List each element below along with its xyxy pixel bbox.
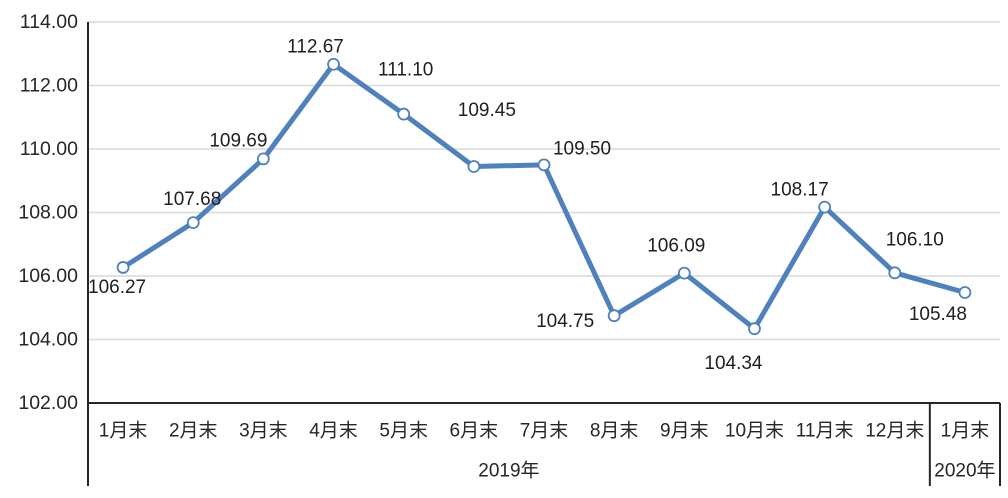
category-label: 8月末 <box>590 420 639 442</box>
data-point-label: 106.10 <box>886 229 944 250</box>
year-group-label: 2020年 <box>934 460 995 482</box>
y-tick-label: 114.00 <box>20 11 78 33</box>
category-label: 3月末 <box>239 420 288 442</box>
data-point-marker <box>256 152 270 166</box>
data-point-label: 106.09 <box>647 236 705 257</box>
category-label: 9月末 <box>660 420 709 442</box>
data-point-label: 106.27 <box>88 277 146 298</box>
category-label: 2月末 <box>169 420 218 442</box>
category-label: 6月末 <box>450 420 499 442</box>
data-point-label: 109.69 <box>209 130 267 151</box>
data-point-marker <box>537 158 551 172</box>
category-label: 1月末 <box>941 420 990 442</box>
data-point-marker <box>607 309 621 323</box>
y-tick-label: 112.00 <box>20 75 78 97</box>
data-point-label: 112.67 <box>287 37 344 58</box>
category-label: 12月末 <box>865 420 924 442</box>
data-point-label: 104.75 <box>536 311 594 332</box>
data-point-marker <box>397 107 411 121</box>
category-label: 5月末 <box>379 420 428 442</box>
category-label: 10月末 <box>725 420 784 442</box>
category-label: 11月末 <box>796 420 854 442</box>
data-point-marker <box>677 266 691 280</box>
data-point-label: 108.17 <box>771 180 829 201</box>
category-label: 1月末 <box>99 420 148 442</box>
data-point-marker <box>327 57 340 71</box>
y-tick-label: 102.00 <box>18 392 78 414</box>
data-point-marker <box>958 286 972 299</box>
y-tick-label: 108.00 <box>18 202 78 224</box>
data-point-marker <box>467 160 481 173</box>
data-point-label: 109.45 <box>458 100 516 121</box>
data-point-marker <box>748 322 761 336</box>
data-point-marker <box>186 216 200 230</box>
data-point-marker <box>116 261 130 274</box>
y-tick-label: 104.00 <box>18 329 78 351</box>
data-point-label: 111.10 <box>378 60 433 81</box>
data-point-label: 105.48 <box>909 304 967 325</box>
data-point-label: 109.50 <box>553 138 611 159</box>
series-line <box>120 61 968 332</box>
data-point-label: 104.34 <box>704 353 763 374</box>
y-tick-label: 106.00 <box>18 265 78 287</box>
category-label: 4月末 <box>309 420 358 442</box>
y-tick-label: 110.00 <box>20 138 78 160</box>
data-point-marker <box>888 266 902 280</box>
year-group-label: 2019年 <box>478 460 539 482</box>
data-point-marker <box>818 200 832 214</box>
data-point-label: 107.68 <box>163 189 221 210</box>
category-label: 7月末 <box>520 420 569 442</box>
